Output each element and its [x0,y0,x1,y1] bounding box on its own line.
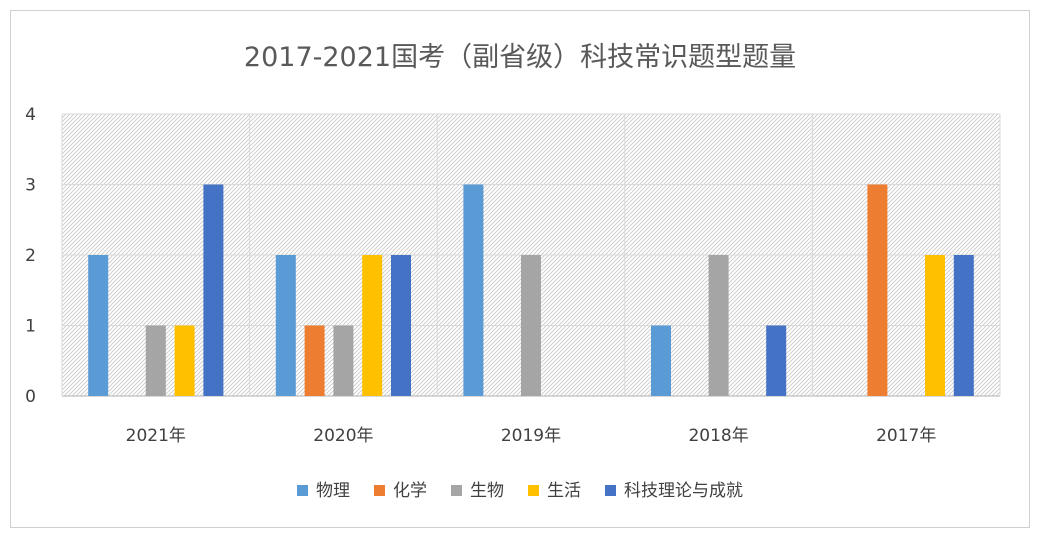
legend-swatch [605,485,616,496]
bars [88,184,974,396]
y-tick-label: 1 [25,317,36,337]
bar [333,325,354,396]
bar [766,325,787,396]
x-tick-label: 2018年 [688,426,748,446]
bar [88,255,109,396]
y-axis: 0 1 2 3 4 [25,105,36,407]
y-tick-label: 3 [25,176,36,196]
bar [391,255,411,396]
legend-label: 生活 [547,481,581,501]
bar [867,184,888,396]
legend-swatch [451,485,462,496]
legend-label: 物理 [316,481,350,501]
legend-label: 生物 [470,481,504,501]
y-tick-label: 2 [25,246,36,266]
y-tick-label: 4 [25,105,36,125]
bar [145,325,166,396]
legend-swatch [528,485,539,496]
legend-label: 化学 [393,481,427,501]
bar [275,255,296,396]
bar [925,255,945,396]
bar [174,325,195,396]
bar [463,184,484,396]
legend: 物理 化学 生物 生活 科技理论与成就 [297,481,743,501]
bar [953,255,974,396]
y-tick-label: 0 [25,387,36,407]
x-axis: 2021年 2020年 2019年 2018年 2017年 [126,426,937,446]
bar [203,184,224,396]
legend-swatch [374,485,385,496]
chart-title: 2017-2021国考（副省级）科技常识题型题量 [244,42,796,73]
bar [521,255,541,396]
x-tick-label: 2019年 [501,426,561,446]
x-tick-label: 2017年 [876,426,936,446]
legend-label: 科技理论与成就 [624,481,743,501]
x-tick-label: 2020年 [313,426,373,446]
bar [708,255,729,396]
legend-swatch [297,485,308,496]
bar [362,255,383,396]
bar [651,325,671,396]
bar [304,325,325,396]
x-tick-label: 2021年 [126,426,186,446]
